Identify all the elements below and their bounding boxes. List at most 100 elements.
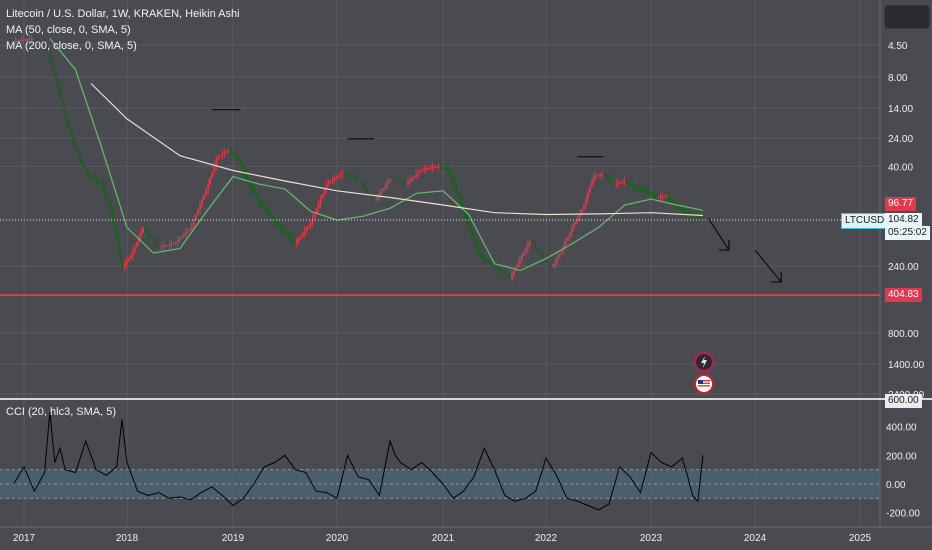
- candle-body: [323, 189, 326, 195]
- candle-body: [560, 250, 563, 254]
- candle-body: [170, 244, 173, 246]
- candle-body: [172, 243, 175, 245]
- candle-body: [201, 199, 203, 205]
- price-tick-label: 40.00: [888, 162, 913, 173]
- trend-arrow-head: [771, 272, 782, 283]
- candle-body: [107, 198, 110, 205]
- candle-body: [137, 237, 140, 243]
- us-flag-icon[interactable]: [694, 374, 714, 394]
- candle-body: [125, 261, 128, 265]
- candle-body: [86, 170, 88, 174]
- flash-icon[interactable]: [694, 352, 714, 372]
- candle-body: [109, 204, 112, 210]
- candle-body: [182, 234, 185, 237]
- candle-body: [493, 265, 496, 267]
- candle-body: [378, 193, 381, 197]
- ma50-line: [49, 38, 704, 272]
- candle-body: [699, 215, 702, 218]
- pane-separator[interactable]: [0, 398, 932, 400]
- candle-body: [341, 173, 344, 175]
- candle-body: [56, 78, 59, 86]
- candle-body: [392, 179, 395, 181]
- candle-body: [225, 151, 228, 153]
- candle-body: [447, 168, 450, 171]
- candle-body: [48, 51, 51, 59]
- candle-body: [407, 182, 409, 185]
- cci-legend[interactable]: CCI (20, hlc3, SMA, 5): [6, 406, 117, 418]
- candle-body: [511, 274, 513, 279]
- candle-body: [133, 247, 136, 253]
- candle-body: [433, 166, 436, 168]
- candle-body: [641, 189, 644, 191]
- candle-body: [271, 216, 274, 219]
- top-right-button[interactable]: [884, 5, 930, 29]
- candle-body: [677, 205, 680, 208]
- candle-body: [455, 186, 458, 193]
- candle-body: [309, 223, 312, 226]
- candle-body: [435, 166, 438, 168]
- candle-body: [184, 232, 187, 235]
- candle-body: [293, 240, 296, 243]
- candle-body: [28, 39, 31, 41]
- candle-body: [453, 181, 456, 187]
- candle-body: [651, 193, 654, 196]
- candle-body: [495, 266, 497, 269]
- countdown-tag: 05:25:02: [885, 226, 930, 240]
- candle-body: [681, 209, 684, 211]
- candle-body: [374, 199, 377, 201]
- candle-body: [295, 241, 298, 243]
- candle-body: [176, 240, 179, 243]
- candle-body: [94, 178, 96, 180]
- candle-body: [643, 190, 646, 192]
- candle-body: [481, 256, 484, 259]
- candle-body: [24, 39, 27, 41]
- candle-body: [625, 181, 628, 183]
- ma200-legend[interactable]: MA (200, close, 0, SMA, 5): [6, 40, 137, 52]
- candle-body: [673, 201, 676, 204]
- candle-body: [150, 234, 152, 238]
- candle-body: [661, 196, 664, 198]
- candle-body: [607, 176, 610, 179]
- candle-body: [645, 190, 648, 192]
- chart-title[interactable]: Litecoin / U.S. Dollar, 1W, KRAKEN, Heik…: [6, 8, 240, 20]
- annotations: [0, 108, 880, 296]
- candle-body: [231, 152, 234, 155]
- candle-body: [639, 189, 642, 191]
- candle-body: [595, 175, 597, 177]
- candle-body: [343, 173, 346, 175]
- candle-body: [465, 214, 468, 221]
- candle-body: [90, 175, 92, 177]
- candle-body: [54, 71, 57, 79]
- candle-body: [321, 194, 324, 199]
- candle-body: [425, 168, 428, 170]
- ma50-legend[interactable]: MA (50, close, 0, SMA, 5): [6, 24, 131, 36]
- candle-body: [289, 236, 292, 239]
- candle-body: [384, 185, 387, 189]
- candle-body: [213, 165, 216, 172]
- candle-body: [358, 178, 360, 180]
- candle-body: [611, 180, 614, 183]
- candle-body: [544, 259, 547, 262]
- pane-separator-bar: [0, 398, 932, 400]
- candle-body: [542, 256, 545, 260]
- candle-body: [139, 232, 142, 238]
- candle-body: [80, 155, 82, 161]
- candle-body: [301, 233, 304, 237]
- candle-body: [14, 40, 17, 42]
- candle-body: [631, 185, 634, 187]
- candle-body: [50, 58, 53, 66]
- cci-tick-label: 0.00: [886, 480, 906, 491]
- candle-body: [405, 183, 407, 185]
- candle-body: [95, 179, 98, 181]
- candle-body: [570, 228, 573, 233]
- candle-body: [469, 226, 472, 232]
- candle-body: [221, 153, 224, 156]
- candle-body: [550, 266, 553, 268]
- candle-body: [192, 219, 195, 225]
- candle-body: [281, 228, 284, 231]
- candle-body: [653, 195, 656, 197]
- candle-body: [18, 40, 21, 42]
- candle-body: [325, 184, 328, 190]
- candle-body: [327, 182, 330, 185]
- candle-body: [345, 173, 348, 175]
